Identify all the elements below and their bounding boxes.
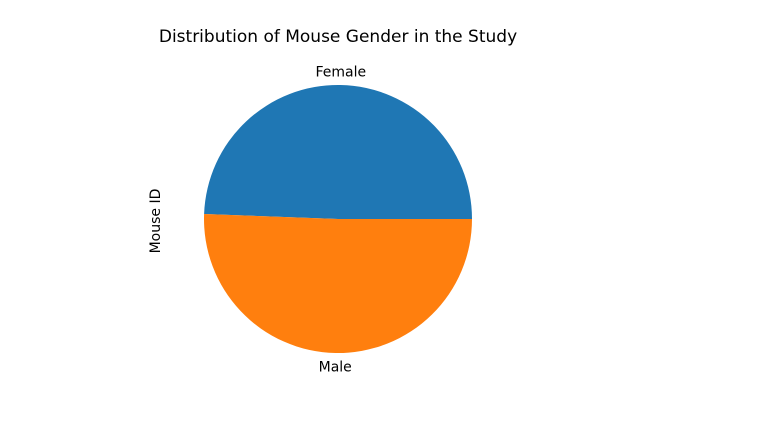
pie-slice-female xyxy=(204,85,472,219)
pie-labels: Female Male xyxy=(315,65,366,376)
y-axis-label: Mouse ID xyxy=(148,189,164,254)
slice-label-female: Female xyxy=(315,65,366,81)
pie-slices xyxy=(203,85,472,354)
pie-slice-male xyxy=(203,213,472,354)
slice-label-male: Male xyxy=(319,359,352,375)
chart-title: Distribution of Mouse Gender in the Stud… xyxy=(159,27,517,47)
